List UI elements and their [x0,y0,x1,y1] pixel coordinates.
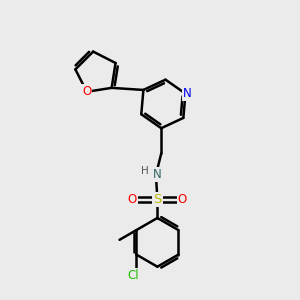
Text: O: O [82,85,92,98]
Text: H: H [141,166,148,176]
Text: S: S [153,193,162,206]
Text: O: O [128,193,137,206]
Text: Cl: Cl [127,269,139,282]
Text: N: N [183,87,191,100]
Text: O: O [178,193,187,206]
Text: N: N [153,168,162,182]
